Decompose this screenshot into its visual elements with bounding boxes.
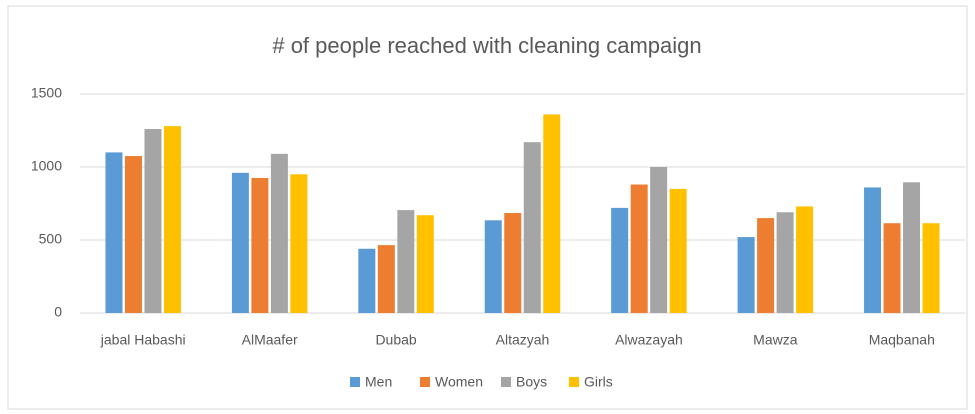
bar <box>124 156 142 313</box>
y-tick-label: 0 <box>54 304 62 320</box>
x-tick-label: jabal Habashi <box>100 332 186 348</box>
bar <box>416 215 434 313</box>
bar <box>105 152 123 313</box>
bar <box>231 172 249 313</box>
legend-swatch <box>569 377 579 387</box>
bar <box>737 237 755 313</box>
legend-swatch <box>501 377 511 387</box>
x-tick-label: Dubab <box>375 332 416 348</box>
bar <box>650 167 668 313</box>
x-tick-label: AlMaafer <box>242 332 298 348</box>
y-tick-label: 1500 <box>31 85 62 101</box>
bar <box>163 126 181 314</box>
legend-label: Men <box>365 374 392 390</box>
chart-title: # of people reached with cleaning campai… <box>272 33 701 58</box>
y-tick-label: 500 <box>39 231 63 247</box>
bar <box>630 184 648 313</box>
bar <box>903 182 921 313</box>
legend-swatch <box>350 377 360 387</box>
bar <box>796 206 814 313</box>
y-tick-label: 1000 <box>31 158 62 174</box>
x-tick-label: Mawza <box>753 332 798 348</box>
bar <box>922 223 940 313</box>
bar <box>864 187 882 313</box>
bar <box>270 153 288 313</box>
x-tick-label: Altazyah <box>496 332 550 348</box>
bar <box>504 212 522 313</box>
bar <box>776 212 794 313</box>
bar <box>757 218 775 313</box>
bar <box>883 223 901 313</box>
legend-label: Girls <box>584 374 613 390</box>
bar <box>251 177 269 313</box>
bar <box>377 245 395 313</box>
legend-label: Boys <box>516 374 547 390</box>
bar <box>611 207 629 313</box>
bar <box>397 210 415 313</box>
bar <box>543 114 561 313</box>
bar <box>144 129 162 313</box>
bar <box>523 142 541 313</box>
bar <box>484 220 502 313</box>
x-tick-label: Maqbanah <box>869 332 935 348</box>
bar <box>669 188 687 313</box>
bar <box>358 248 376 313</box>
x-tick-label: Alwazayah <box>615 332 683 348</box>
legend-label: Women <box>435 374 483 390</box>
bar <box>290 174 308 313</box>
legend-swatch <box>420 377 430 387</box>
